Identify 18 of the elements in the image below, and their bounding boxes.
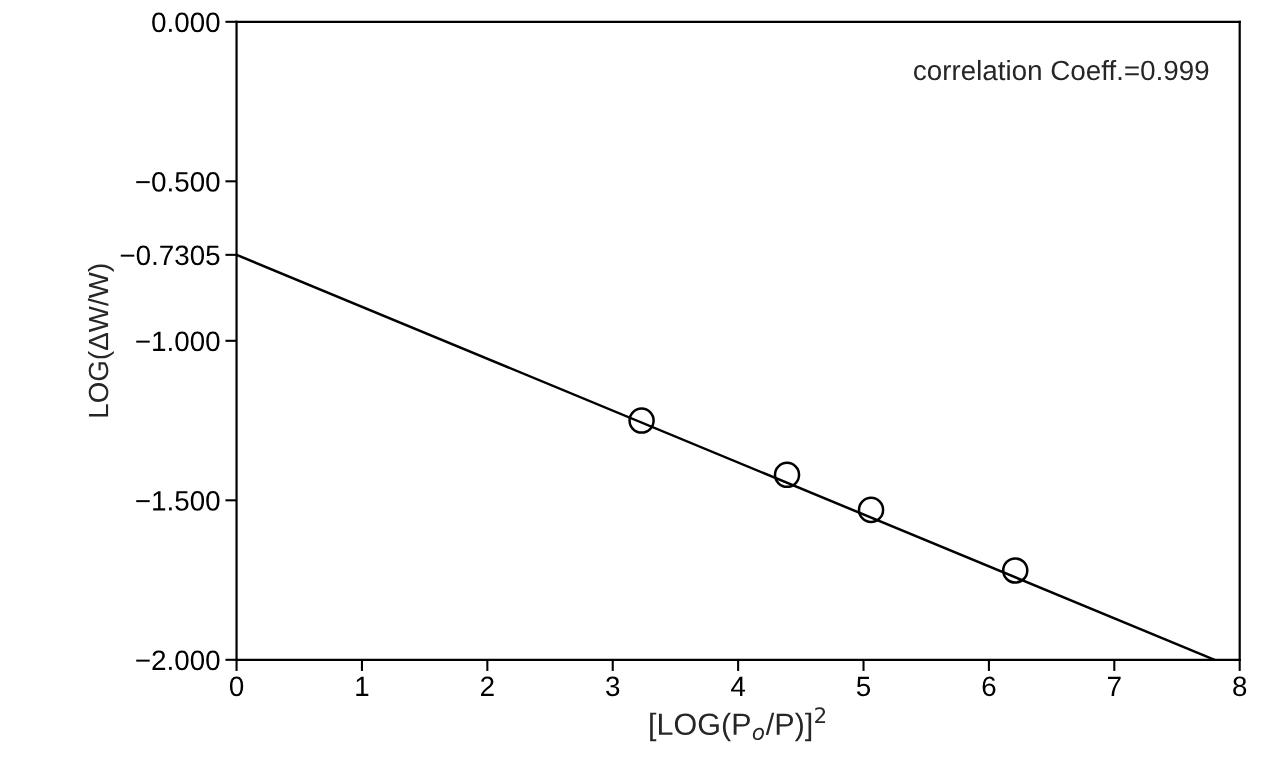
x-tick-label: 6 <box>982 676 996 697</box>
x-axis-title: [LOG(P$_{o}$/P)]$^{2}$ <box>650 707 826 742</box>
y-tick-label: 0.000 <box>152 12 220 33</box>
annotation: correlation Coeff.=0.999 <box>914 59 1209 81</box>
x-tick-label: 3 <box>606 676 620 697</box>
x-tick-label: 4 <box>731 676 746 696</box>
y-tick-label: −0.500 <box>136 171 220 192</box>
y-tick-label: −1.000 <box>136 331 220 352</box>
x-tick-label: 1 <box>356 676 369 696</box>
x-tick-label: 8 <box>1233 676 1247 697</box>
y-tick-label: −0.7305 <box>120 245 220 266</box>
x-tick-label: 5 <box>856 676 871 697</box>
y-axis-title: LOG(ΔW/W) <box>87 264 114 417</box>
x-tick-label: 2 <box>481 676 494 696</box>
y-tick-label: −2.000 <box>136 650 220 671</box>
x-tick-label: 0 <box>229 676 244 697</box>
y-tick-label: −1.500 <box>136 490 220 511</box>
x-tick-label: 7 <box>1108 676 1121 696</box>
